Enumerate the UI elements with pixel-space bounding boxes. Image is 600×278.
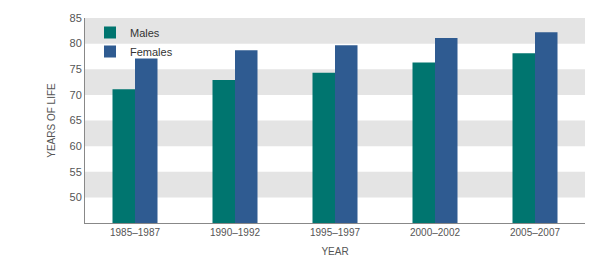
- svg-text:70: 70: [70, 89, 82, 101]
- svg-text:2005–2007: 2005–2007: [510, 227, 560, 238]
- svg-text:1995–1997: 1995–1997: [310, 227, 360, 238]
- svg-text:75: 75: [70, 63, 82, 75]
- svg-text:85: 85: [70, 12, 82, 24]
- svg-text:Males: Males: [130, 27, 160, 39]
- svg-text:YEAR: YEAR: [321, 246, 348, 257]
- svg-text:65: 65: [70, 114, 82, 126]
- svg-text:60: 60: [70, 140, 82, 152]
- svg-text:1990–1992: 1990–1992: [210, 227, 260, 238]
- svg-text:YEARS OF LIFE: YEARS OF LIFE: [46, 83, 57, 158]
- svg-text:2000–2002: 2000–2002: [410, 227, 460, 238]
- svg-text:55: 55: [70, 166, 82, 178]
- svg-text:1985–1987: 1985–1987: [110, 227, 160, 238]
- svg-text:50: 50: [70, 191, 82, 203]
- svg-text:80: 80: [70, 37, 82, 49]
- svg-text:Females: Females: [130, 46, 173, 58]
